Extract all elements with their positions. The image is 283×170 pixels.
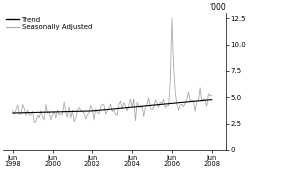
Legend: Trend, Seasonally Adjusted: Trend, Seasonally Adjusted [6,16,92,30]
Text: '000: '000 [209,3,226,12]
